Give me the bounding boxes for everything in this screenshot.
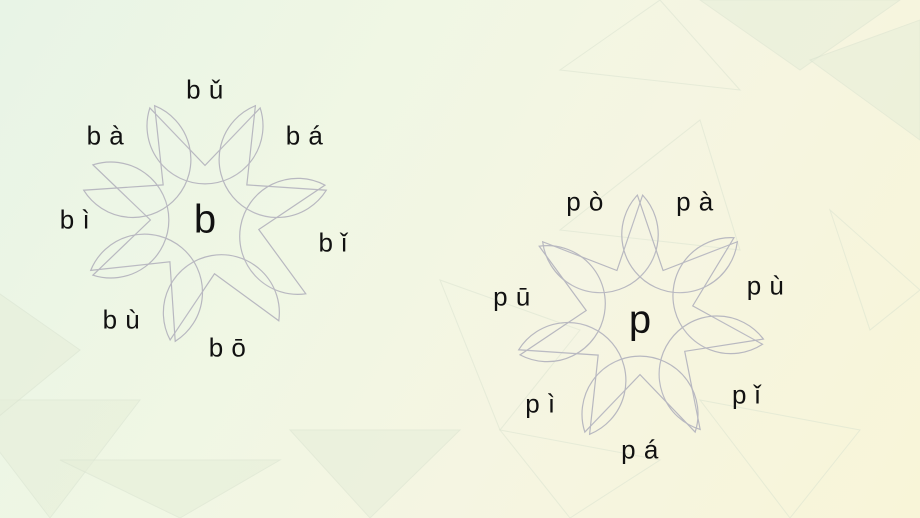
flower-p-petals-svg	[0, 0, 920, 518]
flower-p-center-label: p	[629, 298, 651, 343]
